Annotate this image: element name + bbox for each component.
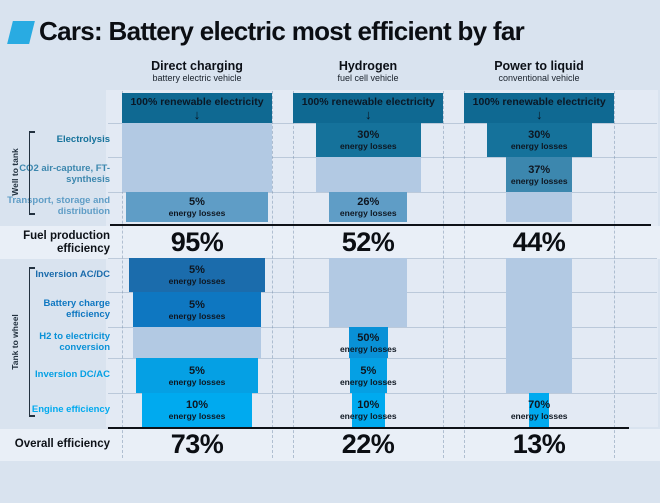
- energy-loss-box-battery-charge-efficiency: 5% energy losses: [132, 292, 262, 327]
- column-gridline: [272, 91, 273, 458]
- skipped-step-box: [506, 258, 573, 292]
- overall-efficiency-label: Overall efficiency: [14, 438, 110, 451]
- skipped-step-box: [506, 292, 573, 327]
- fuel-efficiency-value-hydrogen: 52%: [341, 227, 395, 257]
- footer: TRANSPORT & ENVIRONMENT @transenv @trans…: [0, 462, 660, 503]
- column-header-power-to-liquid: Power to liquid conventional vehicle: [454, 59, 624, 84]
- energy-loss-label: 30% energy losses: [510, 129, 568, 151]
- energy-loss-box-inversion-dc-ac: 5% energy losses: [135, 358, 259, 393]
- skipped-step-box: [315, 157, 421, 192]
- column-gridline: [614, 91, 616, 458]
- energy-loss-box-inversion-dc-ac: 5% energy losses: [340, 358, 397, 393]
- energy-loss-label: 50% energy losses: [339, 331, 397, 354]
- down-arrow-icon: ↓: [535, 106, 543, 122]
- row-label-h2-to-electricity-conversion: H2 to electricity conversion: [39, 330, 110, 353]
- fuel-efficiency-divider: [110, 224, 651, 227]
- energy-loss-label: 5% energy losses: [339, 364, 397, 387]
- row-label-inversion-dc-ac: Inversion DC/AC: [35, 369, 110, 381]
- well-to-tank-bracket: [29, 131, 36, 215]
- column-gridline: [443, 91, 445, 458]
- energy-loss-label: 5% energy losses: [168, 364, 226, 387]
- renewable-electricity-label: 100% renewable electricity: [472, 95, 606, 108]
- row-label-battery-charge-efficiency: Battery charge efficiency: [43, 297, 110, 320]
- overall-efficiency-value-direct: 73%: [170, 429, 224, 459]
- fuel-efficiency-value-direct: 95%: [170, 227, 224, 257]
- column-title: Power to liquid: [494, 59, 584, 73]
- skipped-step-box: [122, 157, 272, 192]
- energy-loss-label: 26% energy losses: [339, 196, 397, 218]
- renewable-electricity-label: 100% renewable electricity: [301, 95, 435, 108]
- column-subtitle: fuel cell vehicle: [337, 73, 399, 84]
- energy-loss-label: 30% energy losses: [339, 129, 397, 151]
- renewable-electricity-box: 100% renewable electricity ↓: [464, 93, 615, 123]
- skipped-step-box: [132, 327, 262, 358]
- energy-loss-box-engine-efficiency: 70% energy losses: [511, 393, 568, 427]
- column-header-direct-charging: Direct charging battery electric vehicle: [112, 59, 282, 84]
- column-gridline: [122, 91, 123, 458]
- row-label-co2-air-capture-ft-synthesis: CO2 air-capture, FT-synthesis: [19, 162, 110, 185]
- fuel-production-efficiency-label: Fuel production efficiency: [23, 229, 110, 255]
- energy-loss-label: 5% energy losses: [168, 264, 226, 286]
- renewable-electricity-box: 100% renewable electricity ↓: [122, 93, 272, 123]
- energy-loss-box-h2-to-electricity-conversion: 50% energy losses: [340, 327, 397, 358]
- energy-loss-label: 10% energy losses: [339, 399, 397, 421]
- fuel-efficiency-value-ptl: 44%: [512, 227, 566, 257]
- page-title: Cars: Battery electric most efficient by…: [39, 16, 525, 46]
- down-arrow-icon: ↓: [365, 106, 372, 122]
- skipped-step-box: [506, 192, 573, 222]
- energy-loss-box-electrolysis: 30% energy losses: [486, 123, 592, 157]
- row-label-inversion-ac-dc: Inversion AC/DC: [35, 268, 110, 280]
- energy-loss-box-engine-efficiency: 10% energy losses: [142, 393, 252, 427]
- skipped-step-box: [122, 123, 272, 157]
- overall-efficiency-band: [0, 429, 660, 461]
- skipped-step-box: [506, 358, 573, 393]
- column-gridline: [293, 91, 295, 458]
- fuel-efficiency-band: [0, 226, 660, 259]
- energy-loss-box-transport-storage-and-distribution: 26% energy losses: [329, 192, 408, 222]
- well-to-tank-label: Well to tank: [10, 148, 20, 196]
- energy-loss-label: 5% energy losses: [168, 298, 226, 321]
- down-arrow-icon: ↓: [193, 106, 201, 122]
- energy-loss-box-co2-air-capture-ft-synthesis: 37% energy losses: [506, 157, 573, 192]
- energy-loss-label: 37% energy losses: [510, 163, 568, 186]
- overall-efficiency-value-ptl: 13%: [512, 429, 566, 459]
- energy-loss-box-transport-storage-and-distribution: 5% energy losses: [125, 192, 269, 222]
- row-label-transport-storage-and-distribution: Transport, storage and distribution: [7, 195, 110, 217]
- row-label-engine-efficiency: Engine efficiency: [31, 403, 110, 415]
- energy-loss-box-electrolysis: 30% energy losses: [315, 123, 421, 157]
- overall-efficiency-value-hydrogen: 22%: [341, 429, 395, 459]
- column-title: Direct charging: [151, 59, 243, 73]
- overall-efficiency-divider: [108, 426, 629, 429]
- skipped-step-box: [329, 258, 408, 292]
- energy-loss-box-inversion-ac-dc: 5% energy losses: [129, 258, 265, 292]
- energy-loss-label: 5% energy losses: [168, 196, 226, 218]
- column-title: Hydrogen: [338, 59, 398, 73]
- column-subtitle: battery electric vehicle: [152, 73, 242, 84]
- column-subtitle: conventional vehicle: [498, 73, 580, 84]
- row-label-electrolysis: Electrolysis: [56, 133, 110, 145]
- renewable-electricity-box: 100% renewable electricity ↓: [293, 93, 444, 123]
- renewable-electricity-label: 100% renewable electricity: [130, 95, 264, 108]
- skipped-step-box: [506, 327, 573, 358]
- energy-loss-box-engine-efficiency: 10% energy losses: [340, 393, 397, 427]
- energy-loss-label: 10% energy losses: [168, 399, 226, 421]
- energy-loss-label: 70% energy losses: [510, 399, 568, 421]
- skipped-step-box: [329, 292, 408, 327]
- column-header-hydrogen: Hydrogen fuel cell vehicle: [283, 59, 453, 84]
- column-gridline: [464, 91, 466, 458]
- tank-to-wheel-bracket: [29, 267, 36, 417]
- tank-to-wheel-label: Tank to wheel: [10, 314, 20, 370]
